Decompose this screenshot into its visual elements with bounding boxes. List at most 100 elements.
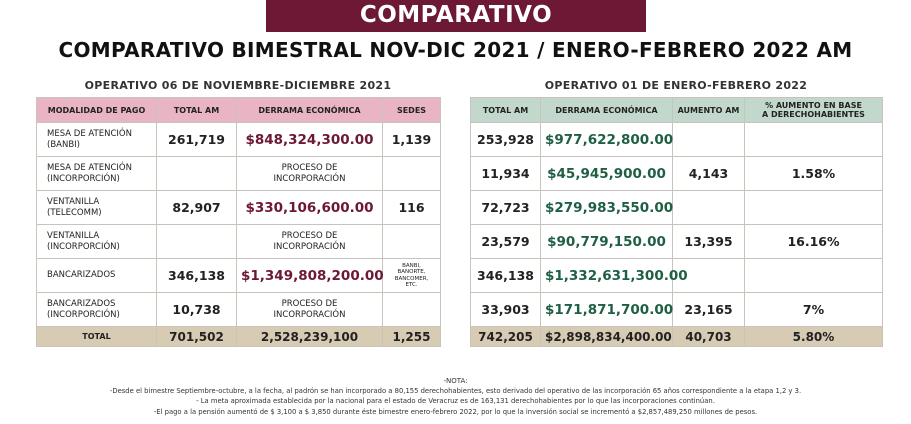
aumento-cell: 13,395 — [672, 224, 745, 259]
derrama-cell: $1,332,631,300.00 — [540, 258, 688, 293]
modalidad-sublabel: (TELECOMM) — [47, 207, 102, 218]
derrama-cell: $45,945,900.00 — [540, 156, 673, 191]
aumento-cell — [672, 122, 745, 157]
aumento-cell — [672, 190, 745, 225]
table-row: 11,934 $45,945,900.00 4,143 1.58% — [470, 156, 883, 191]
note-line: -Desde el bimestre Septiembre-octubre, a… — [109, 387, 802, 396]
column-header: SEDES — [382, 97, 441, 123]
total-am-cell: 33,903 — [470, 292, 541, 327]
derrama-cell: $848,324,300.00 — [236, 122, 383, 157]
modalidad-label: MESA DE ATENCIÓN — [47, 128, 132, 139]
column-header: % AUMENTO EN BASE A DERECHOHABIENTES — [744, 97, 883, 123]
table-row: VENTANILLA (INCORPORCIÓN) PROCESO DE INCOR… — [36, 224, 441, 259]
total-am-cell: 10,738 — [156, 292, 237, 327]
table-row: 33,903 $171,871,700.00 23,165 7% — [470, 292, 883, 327]
left-heading: OPERATIVO 06 DE NOVIEMBRE-DICIEMBRE 2021 — [84, 79, 392, 92]
pct-cell: 16.16% — [744, 224, 883, 259]
modalidad-label: BANCARIZADOS — [47, 270, 116, 281]
derrama-cell: $330,106,600.00 — [236, 190, 383, 225]
proceso-text: PROCESO DE — [281, 230, 338, 241]
table-row: 253,928 $977,622,800.00 — [470, 122, 883, 157]
column-header: MODALIDAD DE PAGO — [36, 97, 157, 123]
aumento-cell: 23,165 — [672, 292, 745, 327]
sedes-cell — [382, 292, 441, 327]
pct-cell — [744, 122, 883, 157]
note-line: - La meta aproximada establecida por la … — [196, 397, 715, 406]
modalidad-sublabel: (INCORPORCIÓN) — [47, 173, 120, 184]
total-am-cell: 72,723 — [470, 190, 541, 225]
derrama-cell: PROCESO DE INCORPORACIÓN — [236, 224, 383, 259]
sedes-bank: BANBI, — [402, 262, 421, 269]
total-am-cell: 253,928 — [470, 122, 541, 157]
total-am-cell: 742,205 — [470, 326, 541, 347]
total-am-cell: 346,138 — [156, 258, 237, 293]
total-am-cell: 701,502 — [156, 326, 237, 347]
modalidad-cell: BANCARIZADOS (INCORPORCIÓN) — [36, 292, 157, 327]
table-row: MESA DE ATENCIÓN (INCORPORCIÓN) PROCESO D… — [36, 156, 441, 191]
pct-cell — [744, 190, 883, 225]
modalidad-label: MESA DE ATENCIÓN — [47, 162, 132, 173]
table-header-row: MODALIDAD DE PAGO TOTAL AM DERRAMA ECONÓ… — [36, 97, 441, 123]
total-am-cell: 11,934 — [470, 156, 541, 191]
modalidad-label: VENTANILLA — [47, 230, 100, 241]
derrama-cell: $279,983,550.00 — [540, 190, 673, 225]
header-line: A DERECHOHABIENTES — [762, 110, 865, 119]
column-header: TOTAL AM — [156, 97, 237, 123]
aumento-total-cell: 40,703 — [672, 326, 745, 347]
sedes-cell: 1,139 — [382, 122, 441, 157]
banner: COMPARATIVO — [266, 0, 646, 32]
pct-cell: 1.58% — [744, 156, 883, 191]
table-row: VENTANILLA (TELECOMM) 82,907 $330,106,600… — [36, 190, 441, 225]
left-table: MODALIDAD DE PAGO TOTAL AM DERRAMA ECONÓ… — [36, 97, 441, 347]
modalidad-sublabel: (INCORPORCIÓN) — [47, 241, 120, 252]
table-row: BANCARIZADOS 346,138 $1,349,808,200.00 B… — [36, 258, 441, 293]
derrama-cell: PROCESO DE INCORPORACIÓN — [236, 292, 383, 327]
modalidad-cell: VENTANILLA (INCORPORCIÓN) — [36, 224, 157, 259]
sedes-cell: 116 — [382, 190, 441, 225]
modalidad-cell: BANCARIZADOS — [36, 258, 157, 293]
derrama-cell: $1,349,808,200.00 — [236, 258, 384, 293]
note-line: -El pago a la pensión aumentó de $ 3,100… — [153, 407, 758, 416]
derrama-cell: $171,871,700.00 — [540, 292, 673, 327]
pct-total-cell: 5.80% — [744, 326, 883, 347]
modalidad-cell: VENTANILLA (TELECOMM) — [36, 190, 157, 225]
modalidad-sublabel: (INCORPORCIÓN) — [47, 309, 120, 320]
table-header-row: TOTAL AM DERRAMA ECONÓMICA AUMENTO AM % … — [470, 97, 883, 123]
sedes-bank: ETC. — [405, 281, 418, 288]
table-row: 72,723 $279,983,550.00 — [470, 190, 883, 225]
proceso-text: INCORPORACIÓN — [273, 173, 346, 184]
right-table: TOTAL AM DERRAMA ECONÓMICA AUMENTO AM % … — [470, 97, 883, 347]
table-row: 23,579 $90,779,150.00 13,395 16.16% — [470, 224, 883, 259]
modalidad-cell: MESA DE ATENCIÓN (BANBI) — [36, 122, 157, 157]
proceso-text: PROCESO DE — [281, 298, 338, 309]
modalidad-label: BANCARIZADOS — [47, 298, 116, 309]
column-header: TOTAL AM — [470, 97, 541, 123]
header-line: % AUMENTO EN BASE — [765, 101, 862, 110]
modalidad-sublabel: (BANBI) — [47, 139, 80, 150]
column-header: DERRAMA ECONÓMICA — [236, 97, 383, 123]
total-am-cell: 261,719 — [156, 122, 237, 157]
sedes-bank: BANORTE, — [397, 269, 426, 276]
proceso-text: INCORPORACIÓN — [273, 241, 346, 252]
total-label: TOTAL — [36, 326, 157, 347]
derrama-total-cell: 2,528,239,100 — [236, 326, 383, 347]
sedes-cell — [382, 224, 441, 259]
pct-cell — [744, 258, 883, 293]
derrama-total-cell: $2,898,834,400.00 — [540, 326, 673, 347]
right-heading: OPERATIVO 01 DE ENERO-FEBRERO 2022 — [544, 79, 808, 92]
derrama-cell: PROCESO DE INCORPORACIÓN — [236, 156, 383, 191]
column-header: AUMENTO AM — [672, 97, 745, 123]
modalidad-cell: MESA DE ATENCIÓN (INCORPORCIÓN) — [36, 156, 157, 191]
modalidad-label: VENTANILLA — [47, 196, 100, 207]
derrama-cell: $977,622,800.00 — [540, 122, 673, 157]
table-row: BANCARIZADOS (INCORPORCIÓN) 10,738 PROCES… — [36, 292, 441, 327]
total-row: TOTAL 701,502 2,528,239,100 1,255 — [36, 326, 441, 347]
page-title: COMPARATIVO BIMESTRAL NOV-DIC 2021 / ENE… — [58, 38, 853, 62]
sedes-cell — [382, 156, 441, 191]
table-row: 346,138 $1,332,631,300.00 — [470, 258, 883, 293]
derrama-cell: $90,779,150.00 — [540, 224, 673, 259]
total-row: 742,205 $2,898,834,400.00 40,703 5.80% — [470, 326, 883, 347]
total-am-cell: 346,138 — [470, 258, 541, 293]
total-am-cell — [156, 224, 237, 259]
total-am-cell — [156, 156, 237, 191]
